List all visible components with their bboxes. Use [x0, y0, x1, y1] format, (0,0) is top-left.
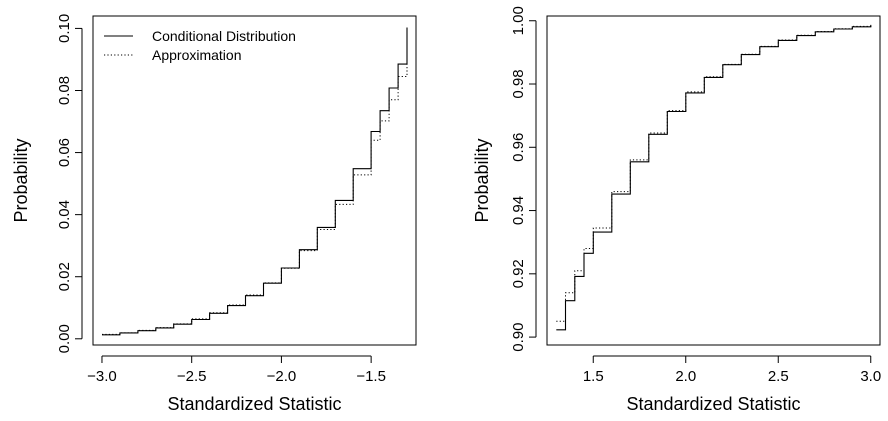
- y-tick-label: 0.98: [510, 69, 527, 98]
- approximation-series-line: [102, 40, 408, 335]
- y-tick-label: 1.00: [510, 6, 527, 35]
- x-axis-title: Standardized Statistic: [626, 394, 800, 414]
- x-tick-label: −2.5: [177, 368, 207, 385]
- x-tick-label: −1.5: [356, 368, 386, 385]
- x-tick-label: 2.0: [675, 368, 696, 385]
- y-tick-label: 0.90: [510, 322, 527, 351]
- y-tick-label: 0.02: [56, 262, 73, 291]
- right-chart-panel: 1.5 2.0 2.5 3.0 0.90 0.92 0.94 0.96 0.98 1.00 Stan…: [472, 6, 881, 414]
- plot-frame: [92, 15, 417, 346]
- y-tick-label: 0.04: [56, 200, 73, 229]
- x-tick-label: 1.5: [583, 368, 604, 385]
- y-tick-label: 0.96: [510, 133, 527, 162]
- legend-entry-label: Conditional Distribution: [152, 28, 296, 44]
- y-tick-label: 0.08: [56, 76, 73, 105]
- left-chart-panel: −3.0 −2.5 −2.0 −1.5 0.00 0.02 0.04 0.06 0.08 0.10…: [11, 14, 417, 414]
- x-tick-label: −2.0: [267, 368, 297, 385]
- y-tick-label: 0.94: [510, 196, 527, 225]
- y-axis-title: Probability: [11, 138, 31, 222]
- y-tick-label: 0.10: [56, 14, 73, 43]
- y-axis-title: Probability: [472, 138, 492, 222]
- plot-frame: [546, 15, 881, 346]
- x-axis-title: Standardized Statistic: [167, 394, 341, 414]
- y-tick-label: 0.92: [510, 259, 527, 288]
- approximation-series-line: [556, 24, 872, 322]
- x-tick-label: −3.0: [87, 368, 117, 385]
- legend: Conditional Distribution Approximation: [104, 28, 296, 63]
- x-tick-label: 3.0: [860, 368, 881, 385]
- y-tick-label: 0.00: [56, 324, 73, 353]
- conditional-distribution-series-line: [556, 24, 872, 331]
- conditional-distribution-series-line: [102, 27, 408, 336]
- y-tick-label: 0.06: [56, 138, 73, 167]
- legend-entry-label: Approximation: [152, 47, 242, 63]
- x-tick-label: 2.5: [768, 368, 789, 385]
